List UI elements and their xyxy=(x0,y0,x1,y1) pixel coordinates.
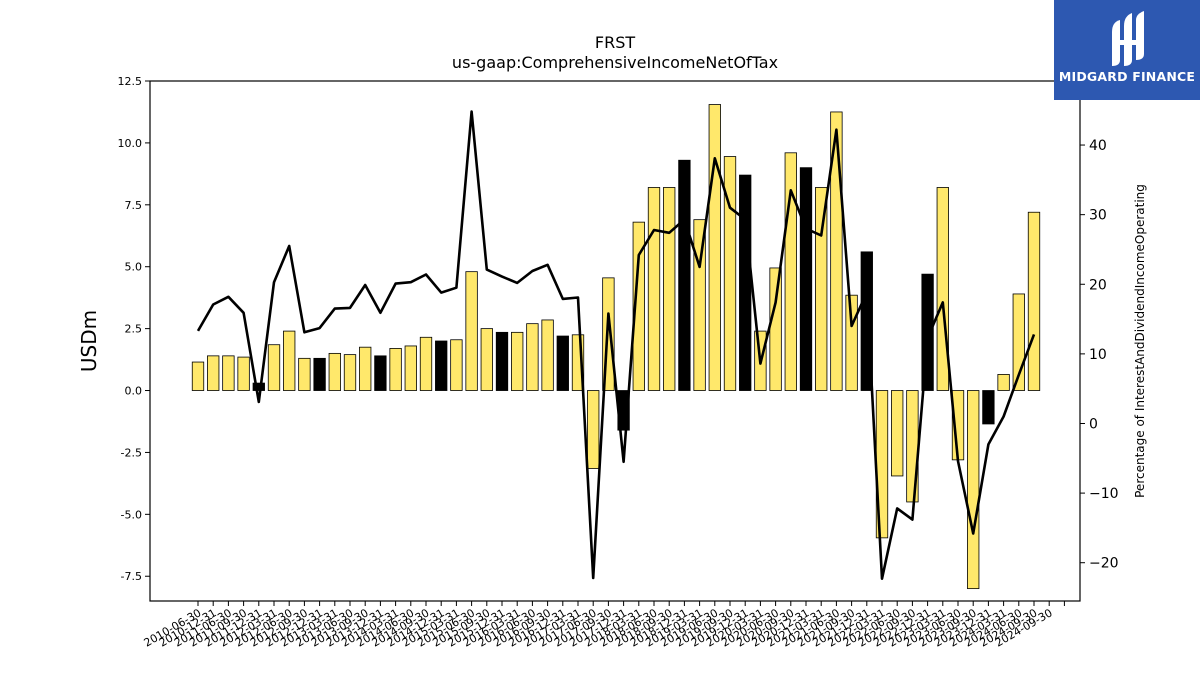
y2-tick-label: 0 xyxy=(1089,416,1098,432)
bar xyxy=(328,352,341,391)
y-tick-label: -2.5 xyxy=(121,446,142,459)
bar xyxy=(404,345,417,391)
y2-tick-label: −20 xyxy=(1089,556,1119,572)
bar xyxy=(708,104,721,391)
line-series xyxy=(196,110,1036,581)
y2-tick-label: 30 xyxy=(1089,208,1107,224)
bar xyxy=(784,152,797,391)
y-tick-label: -5.0 xyxy=(121,508,142,521)
bar xyxy=(769,267,782,391)
bar xyxy=(997,374,1010,391)
y2-tick-label: 20 xyxy=(1089,277,1107,293)
bar xyxy=(435,340,448,391)
chart-title: FRST xyxy=(595,33,635,52)
bar xyxy=(283,330,296,391)
bar xyxy=(359,346,372,391)
left-y-axis-label: USDm xyxy=(77,310,101,372)
bar xyxy=(982,390,995,425)
bar xyxy=(207,355,220,391)
y-tick-label: 0.0 xyxy=(125,385,143,398)
bar xyxy=(191,361,205,391)
midgard-logo-icon xyxy=(1112,11,1144,66)
y-tick-label: 12.5 xyxy=(118,75,143,88)
bar xyxy=(252,382,265,391)
bar xyxy=(374,355,387,391)
bar xyxy=(967,390,980,590)
y-tick-label: -7.5 xyxy=(121,570,142,583)
bar xyxy=(678,159,691,391)
bar xyxy=(739,174,752,391)
right-y-axis: −20 −10 0 10 20 30 40 xyxy=(1080,138,1119,572)
bar xyxy=(647,187,661,391)
bar xyxy=(1012,293,1025,391)
bar xyxy=(267,344,281,391)
bar xyxy=(222,355,235,391)
y2-tick-label: −10 xyxy=(1089,486,1119,502)
bar xyxy=(632,221,645,391)
bar xyxy=(313,357,326,391)
y2-tick-label: 10 xyxy=(1089,347,1107,363)
bar xyxy=(450,339,463,391)
bar xyxy=(815,187,828,391)
plot-frame xyxy=(149,80,1081,602)
chart-subtitle: us-gaap:ComprehensiveIncomeNetOfTax xyxy=(452,53,778,72)
bar xyxy=(526,323,539,391)
midgard-finance-logo: MIDGARD FINANCE xyxy=(1054,0,1200,100)
bar xyxy=(587,390,600,469)
left-y-axis: -7.5 -5.0 -2.5 0.0 2.5 5.0 7.5 10.0 12.5 xyxy=(118,75,150,583)
bar xyxy=(1027,211,1041,391)
x-axis: 2010-06-302010-12-312011-06-302011-09-30… xyxy=(142,601,1065,650)
y2-tick-label: 40 xyxy=(1089,138,1107,154)
bar xyxy=(511,331,524,391)
bar xyxy=(799,167,813,391)
bar xyxy=(465,271,478,391)
y-tick-label: 5.0 xyxy=(125,261,143,274)
bar xyxy=(298,357,311,391)
bar xyxy=(860,251,873,391)
bar xyxy=(891,390,904,477)
bar xyxy=(237,356,250,391)
bar xyxy=(389,348,402,391)
bar xyxy=(663,187,676,391)
bar xyxy=(936,187,949,391)
ratio-line xyxy=(196,110,1036,581)
bar xyxy=(343,354,357,391)
logo-text: MIDGARD FINANCE xyxy=(1059,69,1195,84)
bar xyxy=(480,328,493,391)
bar xyxy=(921,273,934,391)
y-tick-label: 7.5 xyxy=(125,199,143,212)
bar xyxy=(693,219,706,391)
bar xyxy=(556,335,569,391)
right-y-axis-label: Percentage of InterestAndDividendIncomeO… xyxy=(1133,184,1147,498)
bar-series xyxy=(191,104,1041,590)
bar xyxy=(845,294,858,391)
bar xyxy=(723,156,737,391)
bar xyxy=(495,331,509,391)
bar xyxy=(571,334,585,391)
bar xyxy=(541,319,554,391)
y-tick-label: 10.0 xyxy=(118,137,143,150)
bar xyxy=(419,336,433,391)
bar xyxy=(830,111,843,391)
y-tick-label: 2.5 xyxy=(125,323,143,336)
